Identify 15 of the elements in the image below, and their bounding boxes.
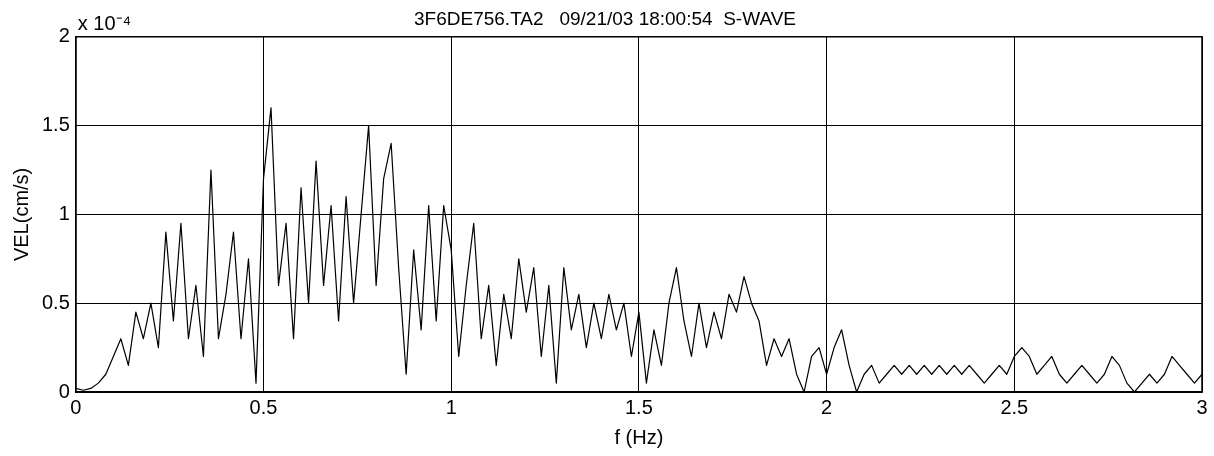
y-tick-label: 0.5	[41, 290, 70, 313]
x-tick-label: 2.5	[1000, 395, 1029, 418]
y-tick-label: 2	[58, 24, 70, 47]
y-axis-title: VEL(cm/s)	[9, 167, 32, 262]
x-tick-label: 2	[821, 395, 833, 418]
x-tick-label: 1.5	[625, 395, 653, 418]
x-tick-label: 3	[1196, 395, 1208, 418]
y-tick-label: 1	[58, 201, 70, 224]
x-axis-title: f (Hz)	[614, 425, 664, 448]
x-tick-label: 1	[445, 395, 457, 418]
text: x 10⁻⁴	[77, 12, 132, 35]
y-tick-label: 0	[58, 379, 70, 402]
x-tick-label: 0.5	[249, 395, 278, 418]
chart-title: 3F6DE756.TA2 09/21/03 18:00:54 S-WAVE	[414, 7, 796, 29]
y-tick-label: 1.5	[41, 113, 70, 136]
